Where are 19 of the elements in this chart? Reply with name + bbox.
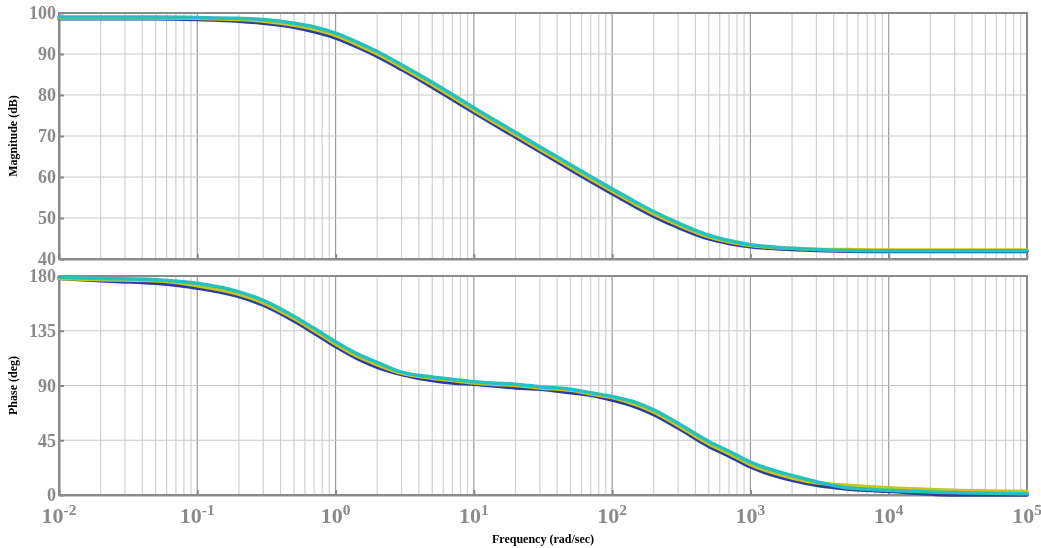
x-axis-title: Frequency (rad/sec) xyxy=(491,532,595,546)
y-tick-label: 50 xyxy=(38,208,56,229)
x-tick-label: 10$^{5}$ xyxy=(1012,500,1041,528)
x-tick-label: 10$^{0}$ xyxy=(320,500,351,528)
y-tick-label: 80 xyxy=(38,85,56,106)
y-tick-label: 135 xyxy=(29,321,56,342)
y-axis-title: Magnitude (dB) xyxy=(6,95,20,177)
x-tick-label: 10$^{1}$ xyxy=(459,500,489,528)
y-tick-label: 90 xyxy=(38,44,56,65)
y-tick-label: 60 xyxy=(38,167,56,188)
y-tick-label: 100 xyxy=(29,3,56,24)
x-tick-label: 10$^{3}$ xyxy=(735,500,766,528)
x-tick-label: 10$^{2}$ xyxy=(597,500,628,528)
x-tick-label: 10$^{4}$ xyxy=(873,500,904,528)
y-tick-label: 90 xyxy=(38,375,56,396)
y-tick-label: 45 xyxy=(38,430,56,451)
x-tick-label: 10$^{-1}$ xyxy=(179,500,215,528)
y-tick-label: 70 xyxy=(38,126,56,147)
y-axis-title: Phase (deg) xyxy=(6,356,20,415)
